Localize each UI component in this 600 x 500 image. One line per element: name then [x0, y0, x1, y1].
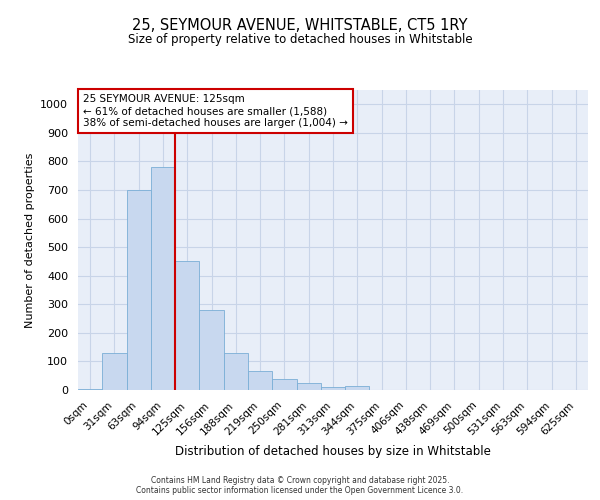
- Bar: [127, 190, 151, 390]
- Bar: [199, 310, 224, 390]
- X-axis label: Distribution of detached houses by size in Whitstable: Distribution of detached houses by size …: [175, 445, 491, 458]
- Bar: [102, 353, 127, 390]
- Text: Size of property relative to detached houses in Whitstable: Size of property relative to detached ho…: [128, 32, 472, 46]
- Text: Contains HM Land Registry data © Crown copyright and database right 2025.
Contai: Contains HM Land Registry data © Crown c…: [136, 476, 464, 495]
- Text: 25, SEYMOUR AVENUE, WHITSTABLE, CT5 1RY: 25, SEYMOUR AVENUE, WHITSTABLE, CT5 1RY: [132, 18, 468, 32]
- Bar: [321, 387, 345, 390]
- Bar: [175, 262, 199, 390]
- Bar: [296, 383, 321, 390]
- Bar: [78, 388, 102, 390]
- Bar: [248, 372, 272, 390]
- Bar: [151, 167, 175, 390]
- Bar: [345, 386, 370, 390]
- Y-axis label: Number of detached properties: Number of detached properties: [25, 152, 35, 328]
- Bar: [272, 378, 296, 390]
- Text: 25 SEYMOUR AVENUE: 125sqm
← 61% of detached houses are smaller (1,588)
38% of se: 25 SEYMOUR AVENUE: 125sqm ← 61% of detac…: [83, 94, 348, 128]
- Bar: [224, 353, 248, 390]
